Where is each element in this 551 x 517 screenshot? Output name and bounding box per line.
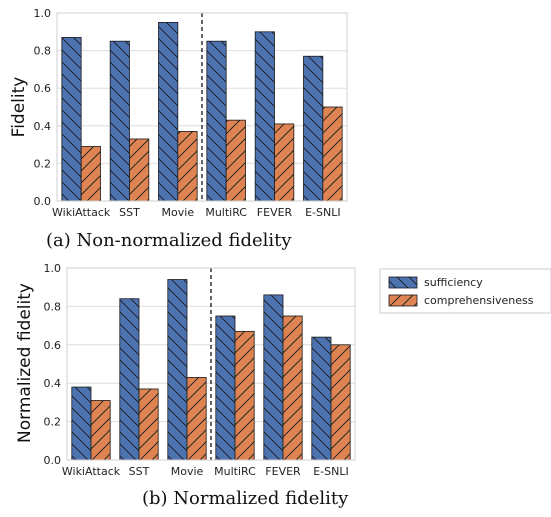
- caption-a: (a) Non-normalized fidelity: [46, 230, 292, 251]
- y-tick-label-b: 0.4: [44, 377, 62, 390]
- bar-hatch-b: [167, 279, 187, 460]
- x-tick-label-a: E-SNLI: [305, 206, 341, 219]
- bar-hatch-a: [255, 31, 275, 201]
- bar-hatch-a: [158, 22, 178, 202]
- y-tick-label-a: 0.8: [34, 45, 52, 58]
- x-tick-label-a: SST: [119, 206, 140, 219]
- caption-b: (b) Normalized fidelity: [142, 488, 349, 509]
- bar-hatch-b: [311, 337, 331, 460]
- x-tick-label-b: MultiRC: [214, 465, 256, 478]
- y-axis-label-a: Fidelity: [9, 77, 29, 138]
- bar-hatch-b: [119, 298, 139, 460]
- y-tick-label-a: 1.0: [34, 7, 52, 20]
- plot-frame-a: [56, 12, 348, 202]
- y-tick-label-b: 0.2: [44, 416, 62, 429]
- bar-hatch-a: [110, 41, 130, 202]
- y-tick-label-a: 0.6: [34, 82, 52, 95]
- bar-hatch-b: [139, 388, 159, 460]
- x-tick-label-a: Movie: [162, 206, 195, 219]
- bar-hatch-a: [81, 146, 101, 201]
- chart-panel-a: 0.0 0.2 0.4 0.6 0.8 1.0 WikiAttack SST Movie Mult…: [9, 7, 348, 251]
- bar-hatch-a: [303, 56, 323, 201]
- bar-hatch-a: [322, 107, 343, 201]
- bar-hatch-b: [91, 400, 111, 460]
- y-tick-label-a: 0.4: [34, 120, 52, 133]
- y-tick-label-b: 0.8: [44, 300, 62, 313]
- y-tick-label-b: 1.0: [44, 262, 62, 275]
- x-tick-label-b: FEVER: [265, 465, 301, 478]
- x-tick-label-b: WikiAttack: [62, 465, 121, 478]
- x-tick-label-b: E-SNLI: [313, 465, 349, 478]
- chart-panel-b: 0.0 0.2 0.4 0.6 0.8 1.0 WikiAttack SST Movie Mult…: [15, 262, 356, 509]
- y-tick-label-b: 0.6: [44, 339, 62, 352]
- legend-label-sufficiency: sufficiency: [424, 276, 483, 289]
- bar-hatch-a: [206, 41, 227, 202]
- x-tick-label-b: SST: [129, 465, 150, 478]
- bar-hatch-b: [71, 387, 91, 460]
- x-tick-label-a: WikiAttack: [52, 206, 111, 219]
- bar-hatch-a: [226, 120, 246, 201]
- legend-label-comprehensiveness: comprehensiveness: [424, 294, 534, 307]
- bar-hatch-b: [215, 316, 235, 460]
- legend: sufficiency comprehensiveness: [379, 268, 551, 314]
- plot-frame-b: [66, 267, 356, 461]
- x-tick-label-a: MultiRC: [205, 206, 247, 219]
- bar-hatch-a: [61, 37, 82, 201]
- bar-hatch-b: [283, 316, 303, 460]
- bar-hatch-b: [263, 294, 283, 460]
- y-tick-label-b: 0.0: [44, 454, 62, 467]
- x-tick-label-b: Movie: [171, 465, 204, 478]
- bar-hatch-a: [177, 131, 198, 201]
- y-tick-label-a: 0.2: [34, 157, 52, 170]
- bar-hatch-a: [129, 138, 149, 201]
- y-tick-label-a: 0.0: [34, 195, 52, 208]
- y-axis-label-b: Normalized fidelity: [15, 283, 35, 443]
- bar-hatch-a: [274, 123, 294, 201]
- bar-hatch-b: [187, 377, 207, 460]
- x-tick-label-a: FEVER: [257, 206, 293, 219]
- bar-hatch-b: [235, 331, 255, 460]
- bar-hatch-b: [331, 344, 351, 460]
